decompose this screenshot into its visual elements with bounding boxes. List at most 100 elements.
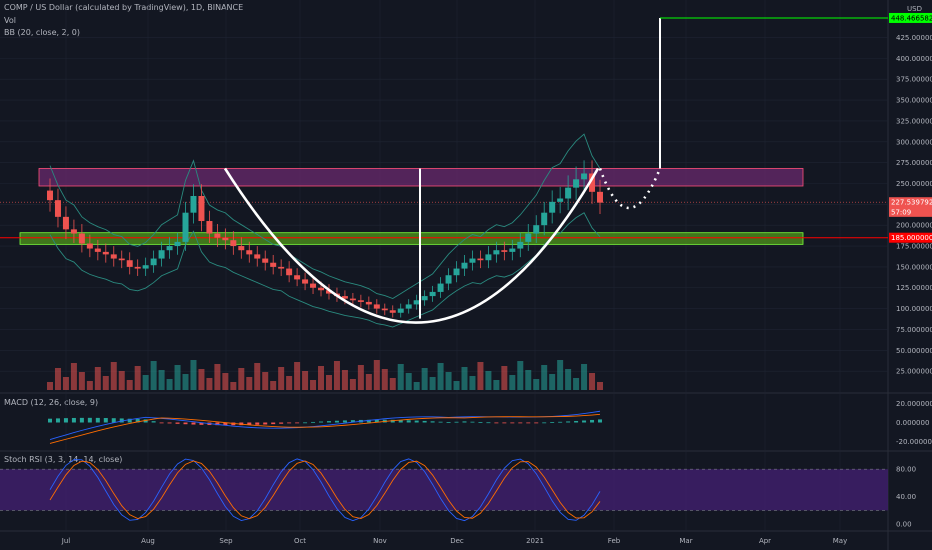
macd-tick-label: 20.000000 [896,400,932,408]
volume-bar [437,363,444,390]
candle-body [222,237,229,241]
drawings [223,17,888,324]
macd-histogram-bar [223,422,228,426]
candle-body [110,254,117,259]
macd-tick-label: 0.000000 [896,419,929,427]
candle-body [62,216,69,230]
time-tick-label: Dec [450,537,464,545]
volume-bar [413,382,420,390]
time-tick-label: 2021 [526,537,544,545]
candle-body [549,201,556,213]
volume-bar [581,364,588,390]
volume-bar [47,382,53,390]
volume-bar [565,369,572,390]
volume-bar [126,380,133,390]
macd-histogram-bar [478,422,483,423]
price-tick-label: 100.000000 [896,305,932,313]
macd-histogram-bar [263,422,268,425]
volume-bar [589,373,596,390]
macd-pane [48,410,602,444]
volume-bar [461,367,468,390]
macd-histogram-bar [422,420,427,423]
volume-bar [118,371,125,390]
stoch-rsi-label: Stoch RSI (3, 3, 14, 14, close) [4,455,123,464]
volume-bar [278,367,285,390]
candle-body [381,308,388,311]
volume-bar [445,372,452,390]
candle-body [573,179,580,188]
volume-bar [110,362,117,390]
macd-histogram-bar [279,422,284,424]
macd-histogram-bar [590,419,595,423]
macd-histogram-bar [598,419,602,423]
volume-bar [222,373,229,390]
candle-body [270,262,277,267]
macd-histogram-bar [231,422,236,426]
volume-bar [78,372,85,390]
volume-bar [294,362,301,390]
support-zone [19,232,804,245]
volume-bar [310,380,317,390]
macd-histogram-bar [438,421,443,423]
support-price-tag-bg [889,232,932,243]
volume-bar [469,376,476,390]
current-price-tag: 227.539792 [891,199,932,207]
axes: 25.000000 50.000000 75.000000 100.000000 125… [61,5,932,545]
volume-bar [270,381,277,390]
candle-body [469,258,476,263]
volume-bar [333,361,340,390]
candle-body [102,251,109,255]
bb-lower [49,212,601,328]
macd-histogram-bar [446,422,451,423]
volume-bar [405,373,412,390]
candle-body [437,283,444,292]
macd-histogram-bar [63,418,68,423]
signal-line [49,413,601,444]
price-tick-label: 300.000000 [896,138,932,146]
price-tick-label: 425.000000 [896,34,932,42]
target-price-tag: 448.466582 [891,14,932,22]
macd-histogram-bar [103,418,108,423]
candle-body [294,275,301,280]
price-tick-label: 200.000000 [896,222,932,230]
candle-body [86,243,93,249]
time-tick-label: Oct [294,537,306,545]
target-price-tag-bg [889,12,932,23]
volume-bar [150,361,157,390]
candle-body [453,268,460,276]
candle-body [477,258,484,261]
macd-histogram-bar [303,422,308,424]
volume-bar [174,365,181,390]
candle-body [565,187,572,199]
volume-bar [485,371,492,390]
price-tick-label: 125.000000 [896,284,932,292]
macd-histogram-bar [271,422,276,425]
candle-body [238,246,245,251]
cup-curve [223,167,600,324]
volume-bar [182,374,189,390]
candle-body [413,300,420,305]
macd-histogram-bar [454,421,459,423]
bollinger-bands [49,133,601,328]
macd-histogram-bar [183,422,188,425]
macd-line [49,410,601,441]
candle-body [318,287,325,291]
volume-bar [517,361,524,390]
volume-bar [62,377,69,390]
volume-bar [429,377,436,390]
candle-body [214,233,221,238]
time-tick-label: Aug [141,537,155,545]
candle-body [501,250,508,252]
macd-histogram-bar [574,420,579,423]
symbol-title: COMP / US Dollar (calculated by TradingV… [4,3,244,12]
candle-body [597,191,603,203]
macd-histogram-bar [342,420,347,423]
volume-bar [318,366,325,390]
candle-body [405,304,412,309]
macd-histogram-bar [48,418,52,423]
macd-histogram-bar [430,421,435,423]
macd-histogram-bar [326,421,331,423]
stoch-tick-label: 80.00 [896,466,916,474]
bb-upper [49,133,601,300]
